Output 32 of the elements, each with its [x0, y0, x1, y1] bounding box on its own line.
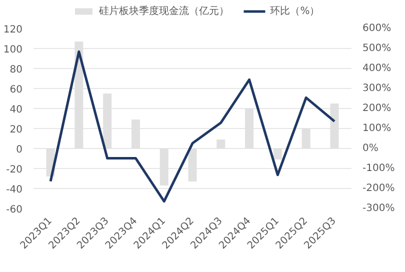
y2-tick-label: 0%	[362, 143, 378, 154]
y2-tick-label: -200%	[362, 183, 395, 194]
y-tick-label: 40	[10, 104, 23, 116]
y2-tick-label: 500%	[362, 43, 392, 54]
legend-label: 环比（%）	[270, 4, 320, 18]
y2-tick-label: 300%	[362, 83, 392, 94]
legend-label: 硅片板块季度现金流（亿元）	[99, 4, 230, 18]
line-series	[49, 50, 336, 203]
y-tick-label: 120	[3, 24, 23, 36]
y-tick-label: 80	[10, 64, 23, 76]
y-tick-label: 60	[10, 84, 23, 96]
y2-tick-label: 600%	[362, 23, 392, 34]
y2-tick-label: 200%	[362, 103, 392, 114]
y2-tick-label: -100%	[362, 163, 395, 174]
y2-tick-label: 400%	[362, 63, 392, 74]
y-tick-label: -60	[6, 204, 23, 216]
bar	[273, 148, 282, 160]
y-tick-label: 0	[16, 144, 23, 156]
y-tick-label: 20	[10, 124, 23, 136]
bar	[160, 148, 168, 186]
y2-tick-label: -300%	[362, 203, 395, 214]
y2-tick-label: 100%	[362, 123, 392, 134]
y-tick-label: -20	[6, 164, 23, 176]
y-tick-label: 100	[3, 44, 23, 56]
y-tick-label: -40	[6, 184, 23, 196]
bar	[103, 94, 112, 148]
bar	[131, 120, 140, 148]
bar	[216, 140, 226, 148]
bar	[188, 148, 197, 182]
bar	[330, 104, 339, 148]
bar	[302, 128, 310, 148]
bar	[245, 108, 254, 148]
